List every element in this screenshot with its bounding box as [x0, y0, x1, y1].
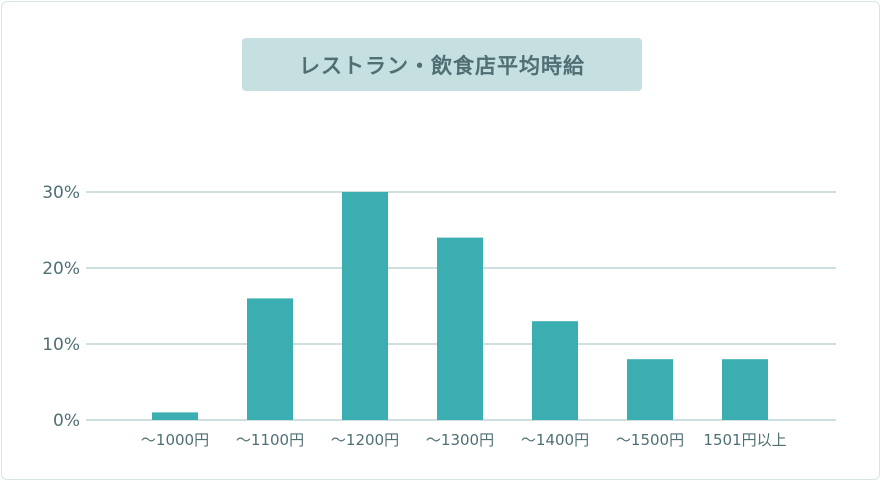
- x-tick-label: 1501円以上: [703, 431, 786, 449]
- bar: [722, 359, 768, 420]
- y-axis-ticks: 0% 10% 20% 30%: [42, 183, 80, 431]
- x-tick-label: ～1400円: [521, 431, 589, 449]
- bars: [152, 192, 768, 420]
- y-tick-label: 0%: [53, 411, 80, 431]
- y-tick-label: 20%: [42, 259, 80, 279]
- chart-title: レストラン・飲食店平均時給: [242, 38, 642, 91]
- y-tick-label: 30%: [42, 183, 80, 203]
- x-axis-ticks: ～1000円 ～1100円 ～1200円 ～1300円 ～1400円 ～1500円 1501…: [141, 431, 787, 449]
- bar: [247, 298, 293, 420]
- bar: [342, 192, 388, 420]
- y-tick-label: 10%: [42, 335, 80, 355]
- x-tick-label: ～1200円: [331, 431, 399, 449]
- bar: [437, 237, 483, 420]
- x-tick-label: ～1000円: [141, 431, 209, 449]
- bar: [152, 412, 198, 420]
- bar: [627, 359, 673, 420]
- x-tick-label: ～1500円: [616, 431, 684, 449]
- x-tick-label: ～1100円: [236, 431, 304, 449]
- bar: [532, 321, 578, 420]
- x-tick-label: ～1300円: [426, 431, 494, 449]
